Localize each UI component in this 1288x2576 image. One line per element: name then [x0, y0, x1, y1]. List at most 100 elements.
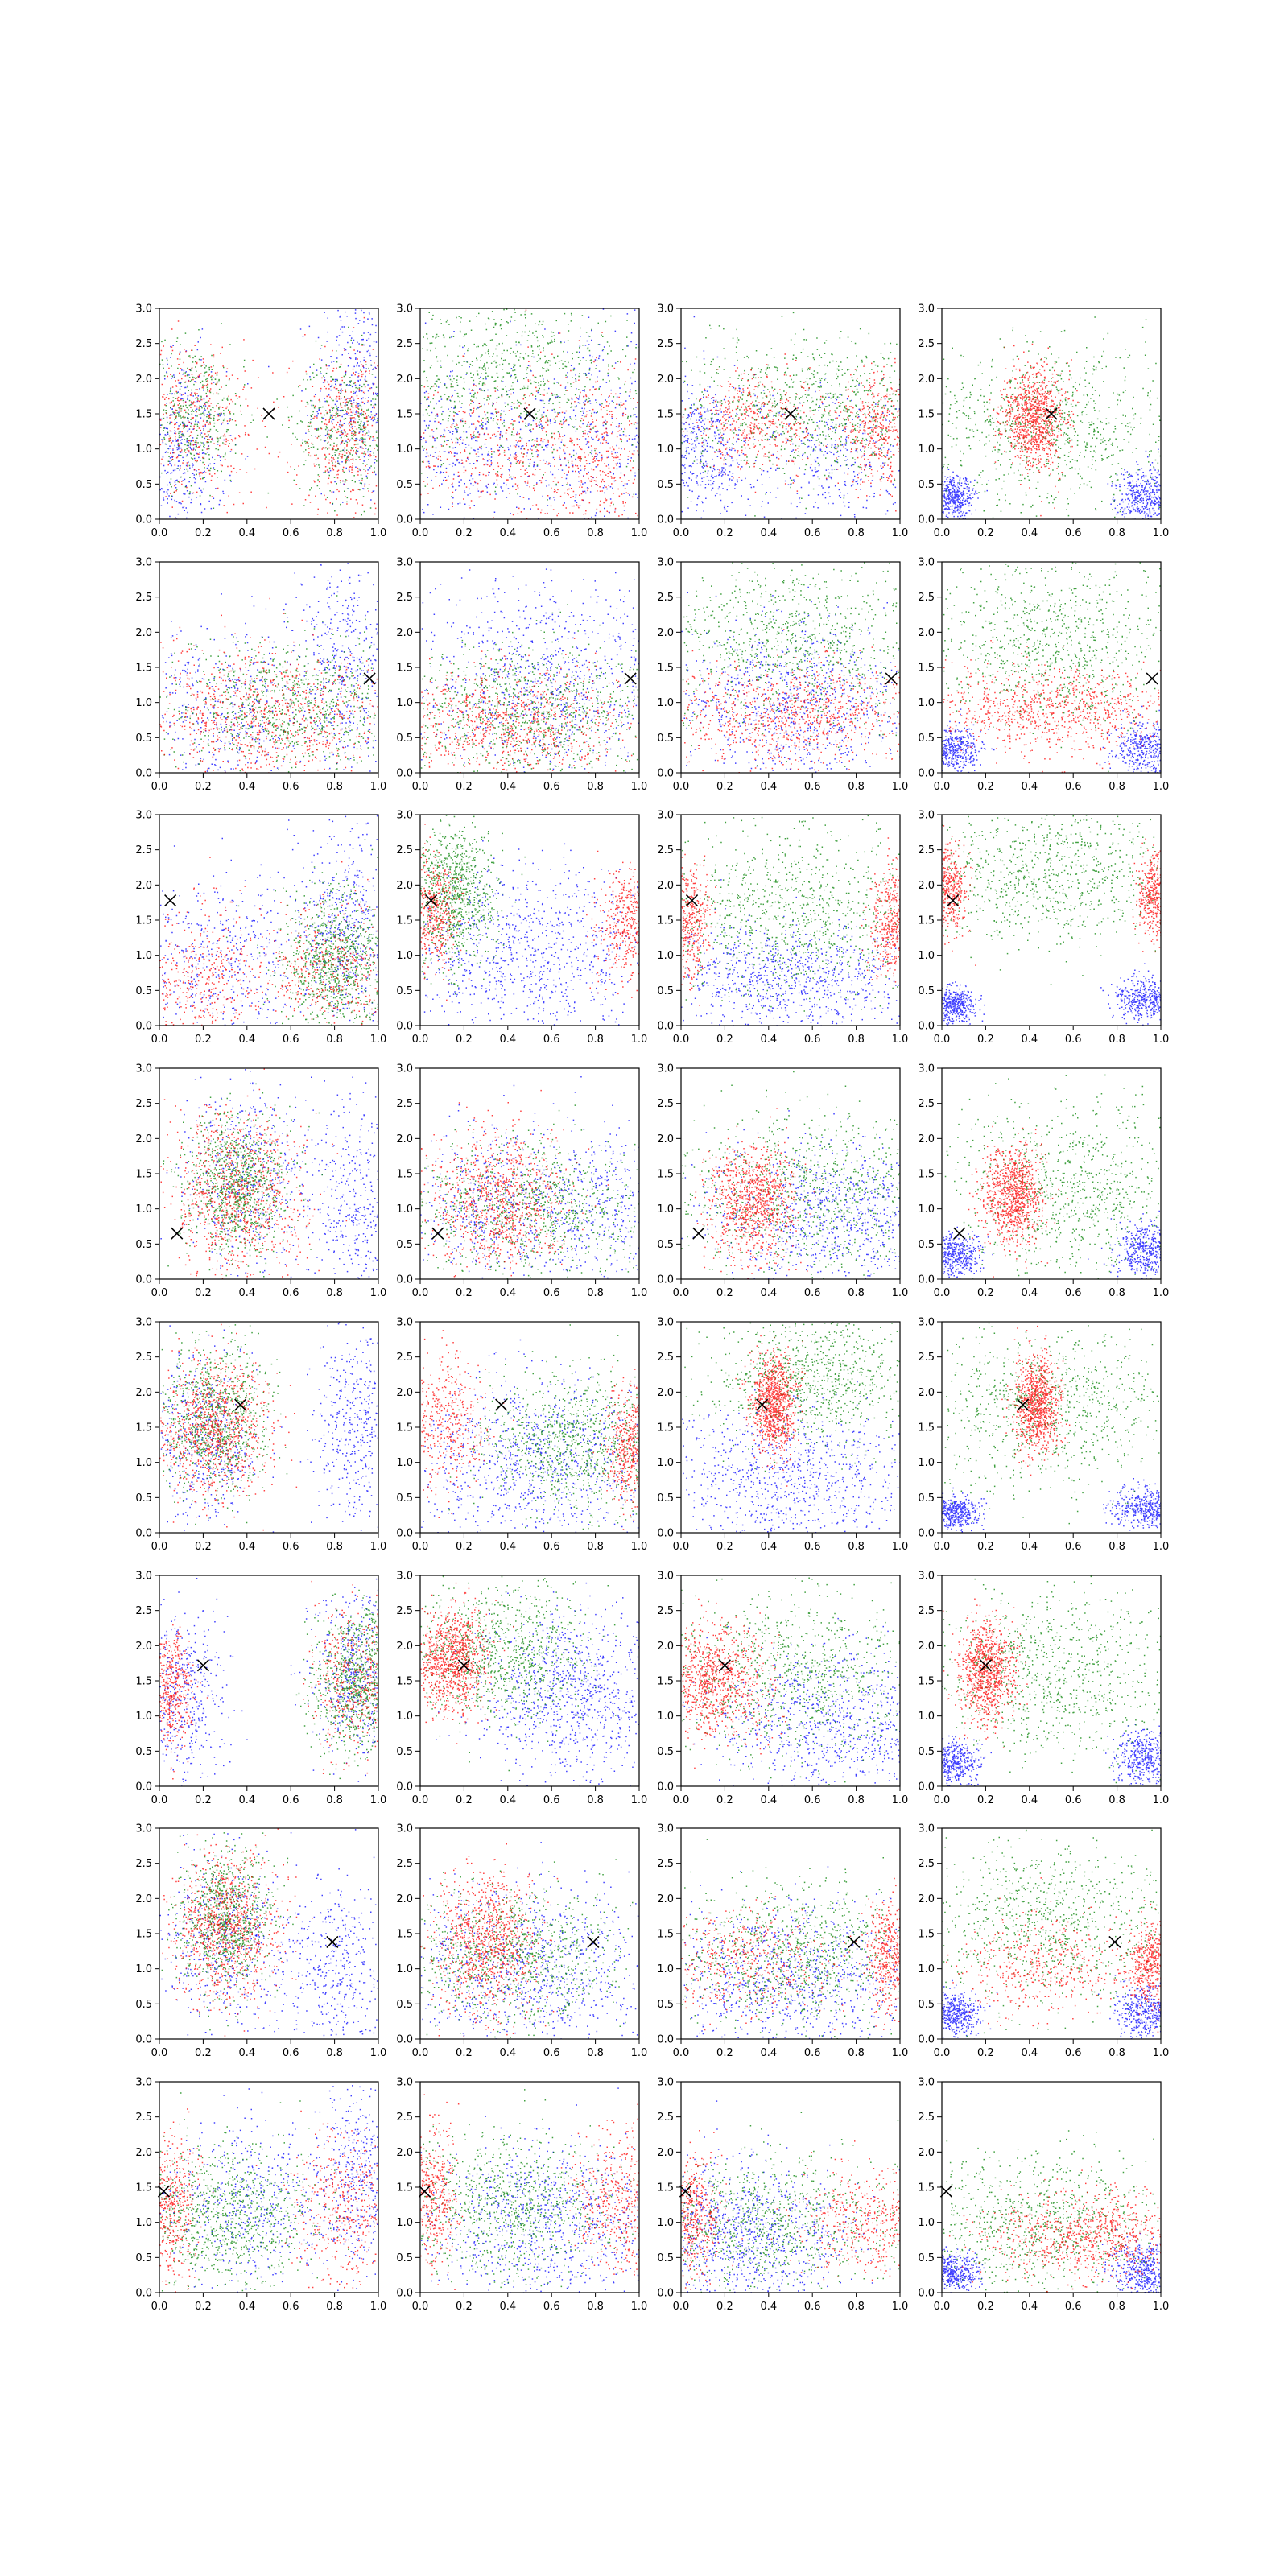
y-tick-label: 3.0 — [918, 1571, 935, 1583]
x-tick-label: 0.4 — [238, 527, 255, 539]
y-tick-label: 0.0 — [135, 514, 152, 526]
x-tick-label: 1.0 — [892, 2301, 909, 2313]
x-tick-label: 0.2 — [456, 1794, 473, 1806]
x-tick-label: 0.4 — [1021, 781, 1038, 793]
y-tick-label: 1.0 — [918, 2217, 935, 2229]
y-tick-label: 1.5 — [657, 409, 674, 421]
y-tick-label: 1.5 — [135, 915, 152, 927]
x-tick-label: 0.6 — [804, 2047, 821, 2059]
x-tick-label: 0.8 — [1108, 781, 1125, 793]
x-tick-label: 0.2 — [456, 2301, 473, 2313]
y-tick-label: 1.5 — [918, 1676, 935, 1688]
y-tick-label: 1.0 — [657, 950, 674, 962]
y-tick-label: 1.0 — [396, 697, 413, 709]
y-tick-label: 1.0 — [135, 1203, 152, 1216]
y-tick-label: 0.0 — [657, 1274, 674, 1286]
y-tick-label: 2.0 — [396, 1641, 413, 1653]
x-tick-label: 0.6 — [543, 2301, 560, 2313]
y-tick-label: 0.5 — [135, 985, 152, 997]
y-tick-label: 0.5 — [657, 479, 674, 491]
y-tick-label: 2.0 — [918, 1133, 935, 1146]
x-tick-label: 0.8 — [848, 2047, 865, 2059]
x-tick-label: 0.0 — [934, 1794, 951, 1806]
y-tick-label: 2.0 — [396, 1893, 413, 1905]
y-tick-label: 1.0 — [396, 1203, 413, 1216]
y-tick-label: 0.5 — [918, 985, 935, 997]
y-tick-label: 0.5 — [396, 2252, 413, 2264]
x-tick-label: 0.0 — [412, 1034, 429, 1046]
x-tick-label: 0.4 — [238, 1287, 255, 1299]
y-tick-label: 1.5 — [396, 1422, 413, 1435]
x-tick-label: 0.2 — [716, 527, 733, 539]
x-tick-label: 0.0 — [412, 527, 429, 539]
y-tick-label: 0.5 — [396, 985, 413, 997]
y-tick-label: 2.0 — [918, 1893, 935, 1905]
x-tick-label: 0.4 — [499, 527, 516, 539]
y-tick-label: 1.0 — [135, 697, 152, 709]
y-tick-label: 0.0 — [918, 1274, 935, 1286]
y-tick-label: 2.5 — [657, 844, 674, 857]
x-tick-label: 0.8 — [1108, 1541, 1125, 1553]
y-tick-label: 1.5 — [135, 2182, 152, 2194]
x-tick-label: 0.0 — [934, 781, 951, 793]
y-tick-label: 2.5 — [396, 844, 413, 857]
y-tick-label: 2.5 — [918, 592, 935, 604]
x-tick-label: 0.2 — [195, 1794, 212, 1806]
y-tick-label: 1.5 — [135, 1422, 152, 1435]
x-tick-label: 0.6 — [543, 1287, 560, 1299]
x-tick-label: 0.6 — [1065, 2047, 1082, 2059]
x-tick-label: 0.8 — [587, 781, 604, 793]
y-tick-label: 1.0 — [657, 1711, 674, 1723]
y-tick-label: 0.0 — [918, 2288, 935, 2300]
x-tick-label: 0.0 — [673, 2047, 690, 2059]
y-tick-label: 1.0 — [135, 444, 152, 456]
x-tick-label: 0.6 — [1065, 1541, 1082, 1553]
x-tick-label: 0.8 — [848, 527, 865, 539]
y-tick-label: 2.5 — [918, 1098, 935, 1110]
y-tick-label: 2.0 — [918, 1387, 935, 1399]
x-tick-label: 0.0 — [151, 1541, 168, 1553]
y-tick-label: 1.5 — [918, 2182, 935, 2194]
x-tick-label: 0.4 — [760, 1287, 777, 1299]
x-tick-label: 0.6 — [1065, 1034, 1082, 1046]
x-tick-label: 0.8 — [326, 527, 343, 539]
y-tick-label: 0.0 — [657, 2034, 674, 2046]
y-tick-label: 0.0 — [135, 1021, 152, 1033]
y-tick-label: 3.0 — [396, 810, 413, 822]
x-tick-label: 0.0 — [151, 1287, 168, 1299]
y-tick-label: 1.0 — [135, 1711, 152, 1723]
y-tick-label: 0.5 — [135, 1239, 152, 1251]
y-tick-label: 0.0 — [396, 1781, 413, 1794]
y-tick-label: 1.5 — [396, 915, 413, 927]
y-tick-label: 1.0 — [135, 950, 152, 962]
x-tick-label: 0.2 — [456, 781, 473, 793]
x-tick-label: 0.2 — [977, 1034, 994, 1046]
x-tick-label: 0.0 — [412, 781, 429, 793]
x-tick-label: 1.0 — [892, 1541, 909, 1553]
x-tick-label: 0.0 — [412, 1541, 429, 1553]
y-tick-label: 1.5 — [396, 1169, 413, 1181]
x-tick-label: 0.2 — [195, 2047, 212, 2059]
x-tick-label: 0.6 — [543, 1794, 560, 1806]
x-tick-label: 0.4 — [1021, 1287, 1038, 1299]
y-tick-label: 1.5 — [918, 1929, 935, 1941]
x-tick-label: 0.8 — [848, 2301, 865, 2313]
x-tick-label: 0.4 — [499, 1794, 516, 1806]
x-tick-label: 0.0 — [151, 781, 168, 793]
y-tick-label: 1.0 — [135, 1963, 152, 1975]
y-tick-label: 2.0 — [918, 1641, 935, 1653]
y-tick-label: 1.0 — [918, 1711, 935, 1723]
y-tick-label: 2.5 — [396, 592, 413, 604]
y-tick-label: 1.5 — [135, 663, 152, 675]
y-tick-label: 0.0 — [918, 768, 935, 780]
y-tick-label: 2.0 — [135, 374, 152, 386]
y-tick-label: 0.5 — [657, 985, 674, 997]
x-tick-label: 1.0 — [892, 1794, 909, 1806]
x-tick-label: 0.6 — [804, 2301, 821, 2313]
x-tick-label: 1.0 — [370, 781, 387, 793]
y-tick-label: 0.0 — [657, 1528, 674, 1540]
x-tick-label: 0.4 — [499, 2301, 516, 2313]
x-tick-label: 1.0 — [631, 2301, 648, 2313]
x-tick-label: 0.8 — [1108, 1794, 1125, 1806]
x-tick-label: 0.0 — [934, 527, 951, 539]
